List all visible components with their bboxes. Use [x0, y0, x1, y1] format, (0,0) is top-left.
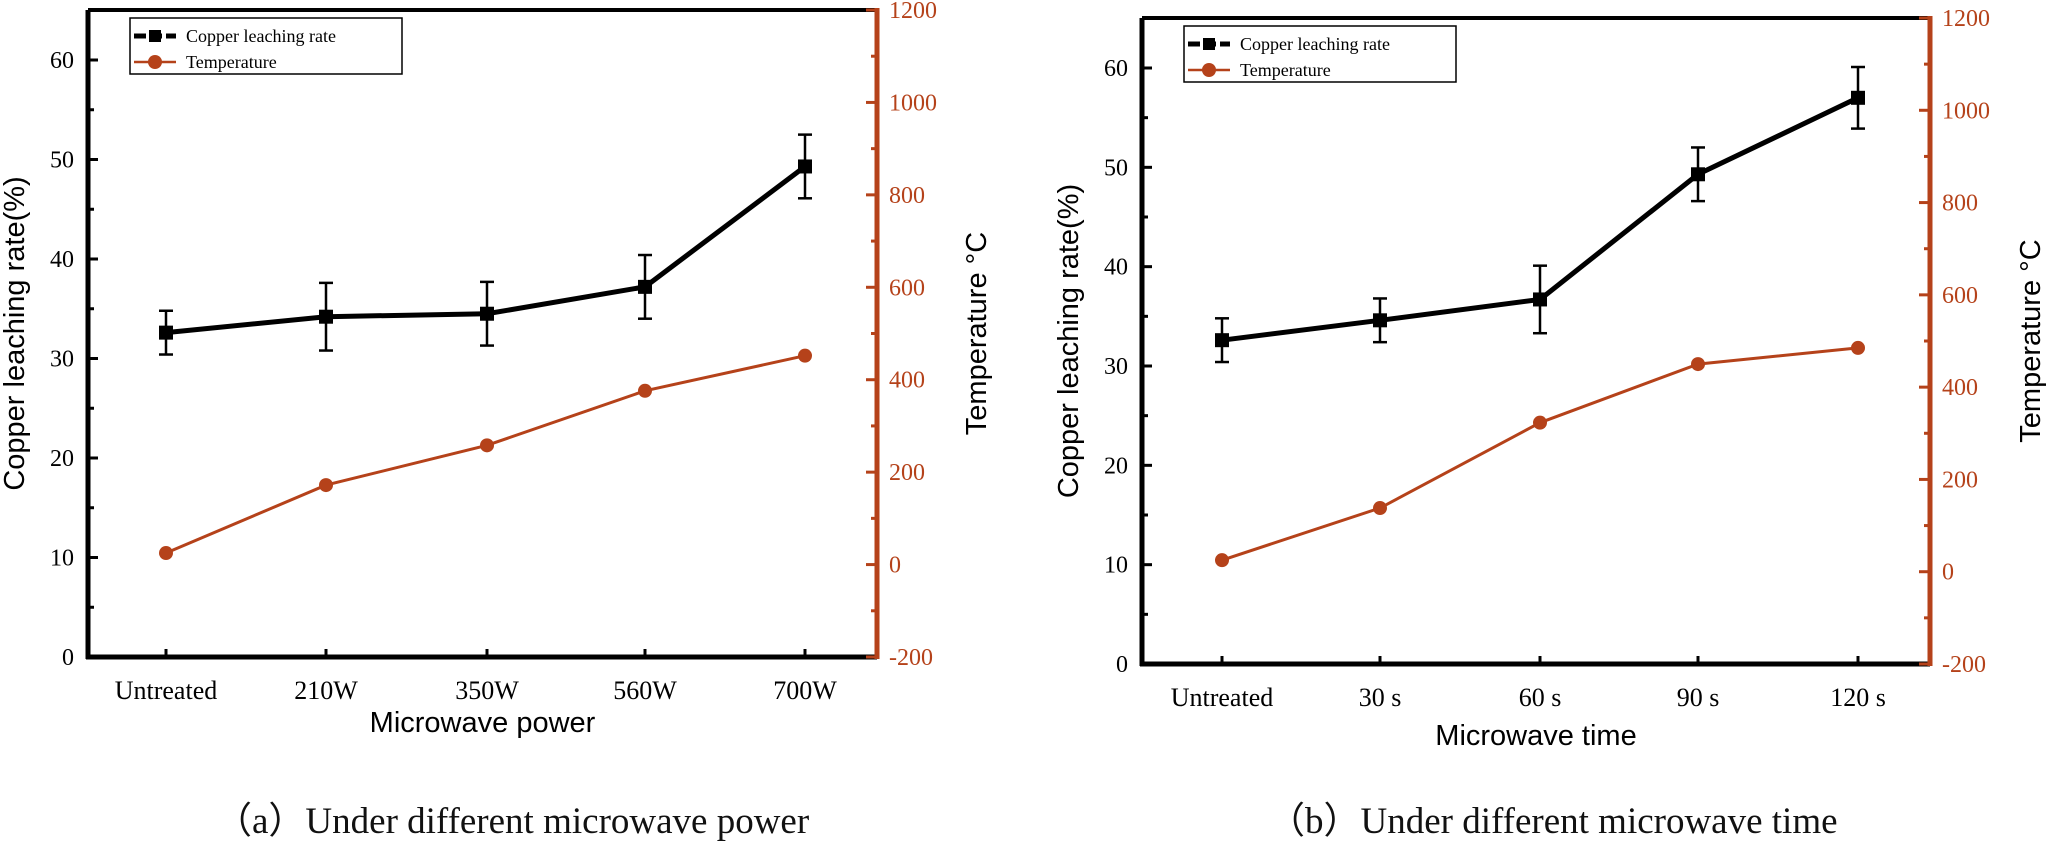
- chart-a-temperature-point: [159, 546, 173, 561]
- chart-a-x-tick-label: 560W: [613, 676, 677, 705]
- chart-b-copper-point: [1215, 333, 1229, 348]
- chart-b-temperature-point: [1533, 415, 1547, 430]
- chart-b-y2-tick-label: -200: [1942, 652, 1986, 678]
- chart-b-y-tick-label: 40: [1104, 255, 1128, 281]
- chart-a-y2-tick-label: 600: [889, 275, 925, 301]
- chart-a-temperature-point: [638, 383, 652, 398]
- caption-a: （a）Under different microwave power: [215, 801, 810, 842]
- chart-b-y-axis-title: Copper leaching rate(%): [1053, 184, 1085, 498]
- chart-b-y-tick-label: 10: [1104, 553, 1128, 579]
- chart-a-y2-tick-label: 400: [889, 368, 925, 394]
- chart-a-x-tick-label: 210W: [294, 676, 358, 705]
- chart-b-copper-point: [1691, 167, 1705, 182]
- chart-b-legend-temperature-label: Temperature: [1240, 60, 1331, 80]
- chart-a-y2-tick-label: 0: [889, 553, 901, 579]
- chart-b-y2-tick-label: 600: [1942, 283, 1978, 309]
- chart-b-x-tick-label: 120 s: [1830, 683, 1886, 712]
- chart-b-y-tick-label: 20: [1104, 453, 1128, 479]
- chart-a-legend-copper-marker: [149, 30, 161, 42]
- chart-a-y2-tick-label: 800: [889, 183, 925, 209]
- chart-a-y-tick-label: 20: [50, 446, 74, 472]
- chart-b-temperature-point: [1373, 501, 1387, 516]
- chart-a-copper-point: [798, 159, 812, 174]
- chart-a-copper-point: [638, 279, 652, 294]
- chart-b-temperature-line: [1221, 346, 1859, 562]
- chart-a-temperature-point: [798, 348, 812, 363]
- chart-a-x-tick-label: 350W: [455, 676, 519, 705]
- chart-a-y-tick-label: 0: [62, 645, 74, 671]
- chart-a-legend-copper-label: Copper leaching rate: [186, 26, 336, 46]
- chart-b-x-axis-title: Microwave time: [1435, 720, 1636, 752]
- chart-b-y-tick-label: 60: [1104, 56, 1128, 82]
- chart-b-temperature-point: [1215, 553, 1229, 568]
- chart-b-temperature-point: [1851, 340, 1865, 355]
- chart-a-legend-temperature-label: Temperature: [186, 52, 277, 72]
- chart-b-legend-temperature-marker: [1202, 63, 1216, 77]
- chart-a-x-tick-label: 700W: [773, 676, 837, 705]
- chart-a-y-tick-label: 40: [50, 247, 74, 273]
- chart-a-temperature-point: [319, 478, 333, 493]
- chart-b-legend-copper-marker: [1203, 38, 1215, 50]
- chart-a-y2-axis-title: Temperature °C: [961, 232, 993, 435]
- chart-b-x-tick-label: 90 s: [1677, 683, 1720, 712]
- chart-b-legend-box: [1183, 25, 1457, 83]
- chart-b-legend-copper-label: Copper leaching rate: [1240, 34, 1390, 54]
- chart-b-y2-axis-title: Temperature °C: [2015, 239, 2047, 442]
- chart-b-copper-point: [1851, 90, 1865, 105]
- chart-b-x-tick-label: 30 s: [1359, 683, 1402, 712]
- chart-b-y2-tick-label: 1000: [1942, 98, 1990, 124]
- chart-a-x-axis-title: Microwave power: [370, 707, 596, 739]
- chart-a-copper-point: [319, 309, 333, 324]
- chart-a-x-tick-label: Untreated: [115, 676, 218, 705]
- chart-a-y2-tick-label: 1000: [889, 90, 937, 116]
- caption-b: （b）Under different microwave time: [1268, 801, 1838, 842]
- chart-b-y2-tick-label: 800: [1942, 191, 1978, 217]
- chart-b-time: 0 10 20 30 40 50 60 -200 0 200 400 600 800 1000 1200 Un…: [1053, 6, 2047, 752]
- chart-a-y-tick-label: 60: [50, 48, 74, 74]
- chart-b-y-tick-label: 0: [1116, 652, 1128, 678]
- chart-b-y-tick-label: 50: [1104, 155, 1128, 181]
- chart-b-y2-tick-label: 200: [1942, 467, 1978, 493]
- chart-a-y-axis-title: Copper leaching rate(%): [0, 176, 31, 490]
- chart-b-y-tick-label: 30: [1104, 354, 1128, 380]
- chart-a-legend-box: [129, 17, 403, 75]
- chart-a-copper-point: [159, 325, 173, 340]
- chart-b-temperature-point: [1691, 357, 1705, 372]
- chart-b-y2-tick-label: 400: [1942, 375, 1978, 401]
- chart-b-y2-tick-label: 1200: [1942, 6, 1990, 32]
- chart-b-copper-point: [1533, 292, 1547, 307]
- chart-a-copper-point: [480, 306, 494, 321]
- chart-a-y-tick-label: 10: [50, 546, 74, 572]
- chart-a-y2-tick-label: 200: [889, 460, 925, 486]
- chart-b-y2-tick-label: 0: [1942, 560, 1954, 586]
- chart-b-x-tick-label: Untreated: [1171, 683, 1274, 712]
- chart-b-copper-point: [1373, 313, 1387, 328]
- chart-a-y2-tick-label: 1200: [889, 0, 937, 24]
- chart-a-y-tick-label: 50: [50, 148, 74, 174]
- chart-a-y2-tick-label: -200: [889, 645, 933, 671]
- chart-a-temperature-point: [480, 438, 494, 453]
- chart-b-x-tick-label: 60 s: [1519, 683, 1562, 712]
- chart-a-power: 0 10 20 30 40 50 60 -200 0 200 400 600 800 1000 1200 Un…: [0, 0, 993, 739]
- chart-a-legend-temperature-marker: [148, 55, 162, 69]
- chart-a-y-tick-label: 30: [50, 347, 74, 373]
